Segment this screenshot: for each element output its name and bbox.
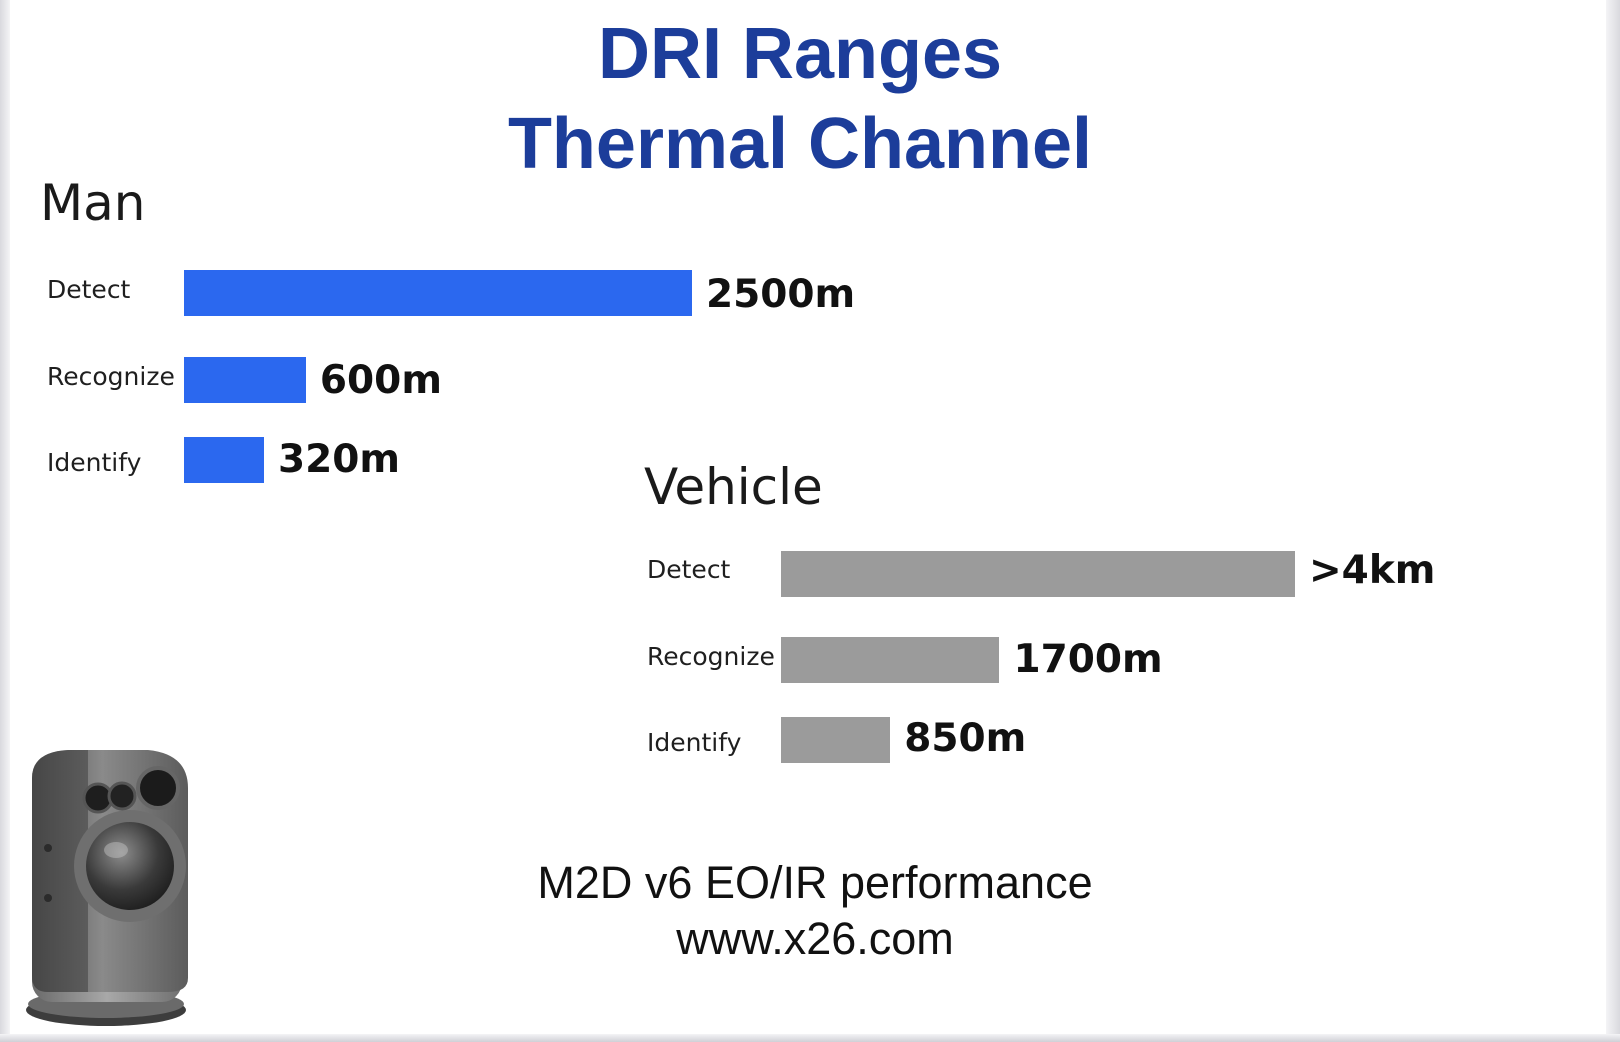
vehicle-recognize-value: 1700m [1013,637,1163,682]
man-recognize-value: 600m [319,358,442,403]
vehicle-detect-label: Detect [647,555,731,584]
man-detect-label: Detect [47,275,131,304]
man-panel-heading: Man [40,174,146,232]
left-page-edge [0,0,10,1042]
vehicle-identify-value: 850m [904,716,1027,761]
vehicle-identify-label: Identify [647,728,742,757]
vehicle-identify-bar [781,717,891,763]
bottom-page-edge [0,1034,1620,1042]
man-identify-label: Identify [47,448,142,477]
man-recognize-label: Recognize [47,362,175,391]
right-page-edge [1606,0,1620,1042]
footer-product-line: M2D v6 EO/IR performance [537,857,1093,908]
vehicle-panel-heading: Vehicle [644,458,823,516]
man-recognize-bar [184,357,306,403]
vehicle-recognize-label: Recognize [647,642,775,671]
vehicle-recognize-bar [781,637,1000,683]
chart-title-line-2: Thermal Channel [507,104,1093,184]
camera-gimbal-icon [26,750,188,1026]
vehicle-detect-value: >4km [1309,548,1436,593]
chart-title-line-1: DRI Ranges [597,14,1003,94]
man-detect-value: 2500m [706,272,856,317]
man-identify-bar [184,437,264,483]
man-detect-bar [184,270,692,316]
man-identify-value: 320m [278,437,401,482]
cropped-title-glyph [740,0,800,4]
vehicle-detect-bar [781,551,1295,597]
footer-website: www.x26.com [676,913,954,964]
